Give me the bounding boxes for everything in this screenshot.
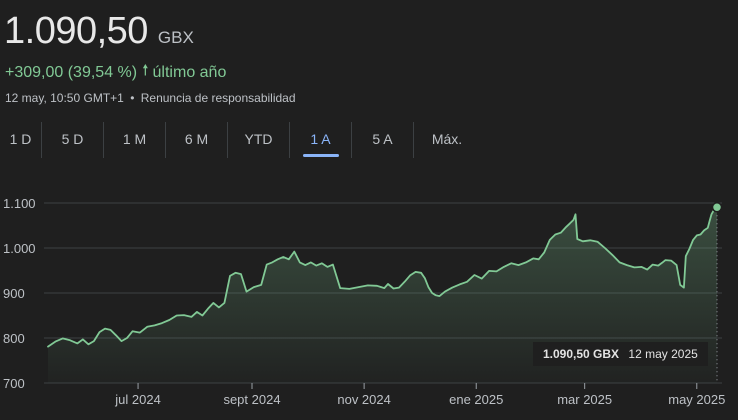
chart-tooltip: 1.090,50 GBX 12 may 2025: [533, 342, 708, 366]
tooltip-value: 1.090,50 GBX: [543, 347, 620, 361]
price-row: 1.090,50 GBX: [4, 10, 194, 53]
range-tab[interactable]: 1 M: [104, 122, 166, 158]
tooltip-date: 12 may 2025: [628, 347, 698, 361]
price-area: [48, 207, 717, 383]
x-tick-label: may 2025: [668, 392, 725, 407]
range-tab[interactable]: Máx.: [431, 131, 463, 147]
range-tab[interactable]: 5 A: [352, 122, 414, 158]
y-tick-label: 1.100: [3, 196, 36, 211]
change-period: último año: [152, 63, 227, 81]
x-tick-label: mar 2025: [557, 392, 612, 407]
x-tick-label: sept 2024: [223, 392, 280, 407]
current-price: 1.090,50: [4, 10, 148, 52]
range-tab[interactable]: 5 D: [42, 122, 104, 158]
disclaimer-link[interactable]: Renuncia de responsabilidad: [140, 91, 296, 105]
currency-code: GBX: [157, 28, 194, 47]
quote-meta: 12 may, 10:50 GMT+1 • Renuncia de respon…: [5, 91, 296, 105]
meta-separator: •: [130, 91, 135, 105]
range-tab[interactable]: 6 M: [166, 122, 228, 158]
y-tick-label: 800: [3, 331, 25, 346]
quote-timestamp: 12 may, 10:50 GMT+1: [5, 91, 124, 105]
arrow-up-icon: 🠕: [142, 62, 149, 79]
range-tab[interactable]: YTD: [228, 122, 290, 158]
last-point-marker: [711, 202, 723, 213]
y-tick-label: 1.000: [3, 241, 36, 256]
x-tick-label: jul 2024: [114, 392, 161, 407]
y-tick-label: 700: [3, 376, 25, 391]
change-value: +309,00 (39,54 %): [5, 63, 138, 81]
price-line: [47, 206, 718, 348]
range-tab[interactable]: 1 A: [290, 122, 352, 158]
y-tick-label: 900: [3, 286, 25, 301]
x-tick-label: nov 2024: [337, 392, 391, 407]
x-tick-label: ene 2025: [449, 392, 503, 407]
price-change: +309,00 (39,54 %) 🠕 último año: [5, 60, 226, 85]
range-tab[interactable]: 1 D: [0, 122, 42, 158]
